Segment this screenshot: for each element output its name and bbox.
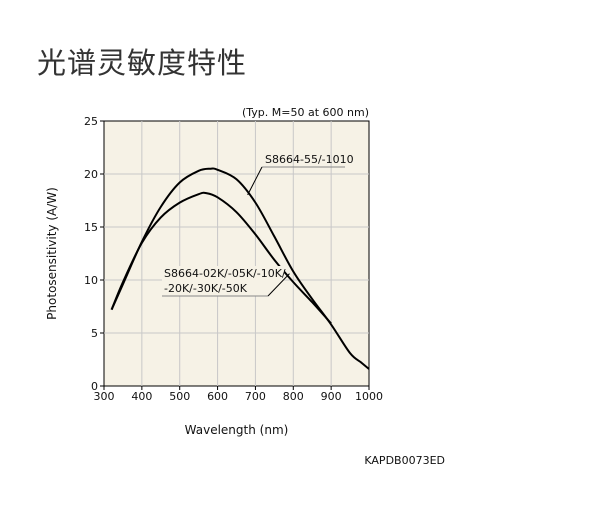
- y-tick-label: 20: [84, 168, 98, 181]
- y-axis-label: Photosensitivity (A/W): [45, 187, 59, 320]
- series-annotations: S8664-55/-1010 S8664-02K/-05K/-10K/ -20K/-…: [162, 153, 354, 297]
- x-tick-label: 500: [169, 390, 190, 403]
- x-tick-label: 1000: [355, 390, 383, 403]
- annotation-backdrop: [162, 266, 284, 296]
- annotation-label-line-1: S8664-02K/-05K/-10K/: [164, 267, 286, 280]
- annotation-pointer: [247, 166, 263, 196]
- y-axis-ticks: 0 5 10 15 20 25: [84, 115, 104, 393]
- annotation-label-line-2: -20K/-30K/-50K: [164, 282, 248, 295]
- annotation-series-2: S8664-02K/-05K/-10K/ -20K/-30K/-50K: [162, 266, 290, 297]
- y-tick-label: 5: [91, 327, 98, 340]
- x-axis-ticks: 300 400 500 600 700 800 900 1000: [94, 386, 383, 403]
- y-tick-label: 10: [84, 274, 98, 287]
- x-axis-label: Wavelength (nm): [185, 423, 289, 437]
- chart-note: (Typ. M=50 at 600 nm): [242, 106, 369, 119]
- x-tick-label: 400: [131, 390, 152, 403]
- annotation-series-1: S8664-55/-1010: [247, 153, 354, 196]
- grid-lines: [104, 121, 369, 386]
- x-tick-label: 800: [283, 390, 304, 403]
- plot-area: [103, 120, 370, 387]
- y-tick-label: 15: [84, 221, 98, 234]
- page-title: 光谱灵敏度特性: [37, 46, 248, 80]
- y-tick-label: 0: [91, 380, 98, 393]
- annotation-pointer: [267, 273, 290, 297]
- series-lines: [110, 167, 370, 370]
- y-tick-label: 25: [84, 115, 98, 128]
- series-line-2: [110, 191, 332, 325]
- annotation-label: S8664-55/-1010: [265, 153, 354, 166]
- series-line-1: [110, 167, 370, 370]
- x-tick-label: 300: [94, 390, 115, 403]
- document-code: KAPDB0073ED: [364, 454, 445, 467]
- x-tick-label: 600: [207, 390, 228, 403]
- x-tick-label: 700: [245, 390, 266, 403]
- x-tick-label: 900: [321, 390, 342, 403]
